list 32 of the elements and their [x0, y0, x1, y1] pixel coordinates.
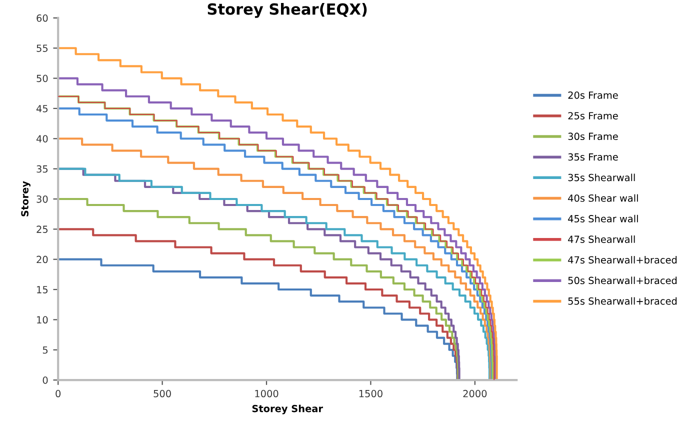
y-tick-label: 10 [37, 316, 48, 324]
y-tick-label: 35 [36, 165, 48, 173]
x-tick-label: 1000 [255, 390, 278, 398]
y-tick-label: 45 [36, 105, 48, 112]
y-tick-label: 15 [37, 286, 48, 294]
chart-title: Storey Shear(EQX) [208, 3, 367, 18]
legend-label: 35s Shearwall [568, 174, 635, 182]
y-tick-label: 20 [36, 256, 48, 264]
legend-label: 20s Frame [568, 92, 618, 99]
y-tick-label: 5 [42, 346, 48, 354]
y-tick-label: 30 [36, 195, 48, 203]
x-tick-label: 500 [154, 390, 171, 398]
y-tick-label: 50 [36, 74, 48, 82]
y-tick-label: 60 [36, 14, 48, 22]
x-tick-label: 2000 [463, 390, 487, 398]
x-axis-title: Storey Shear [252, 404, 323, 414]
legend-label: 47s Shearwall+braced [568, 256, 677, 264]
x-tick-label: 0 [56, 390, 61, 398]
legend-label: 25s Frame [568, 112, 618, 120]
legend-label: 45s Shear wall [568, 214, 638, 222]
y-tick-label: 0 [42, 376, 48, 384]
x-tick-label: 1500 [359, 390, 382, 398]
y-tick-label: 40 [36, 135, 48, 142]
legend-label: 40s Shear wall [568, 194, 638, 202]
legend-label: 47s Shearwall [568, 235, 635, 243]
y-tick-label: 55 [36, 44, 48, 52]
y-axis-title: Storey [21, 181, 30, 216]
legend-label: 35s Frame [568, 153, 618, 161]
legend-label: 50s Shearwall+braced [568, 276, 677, 284]
legend-label: 30s Frame [568, 132, 618, 140]
legend-label: 55s Shearwall+braced [568, 297, 677, 305]
y-tick-label: 25 [36, 226, 48, 233]
